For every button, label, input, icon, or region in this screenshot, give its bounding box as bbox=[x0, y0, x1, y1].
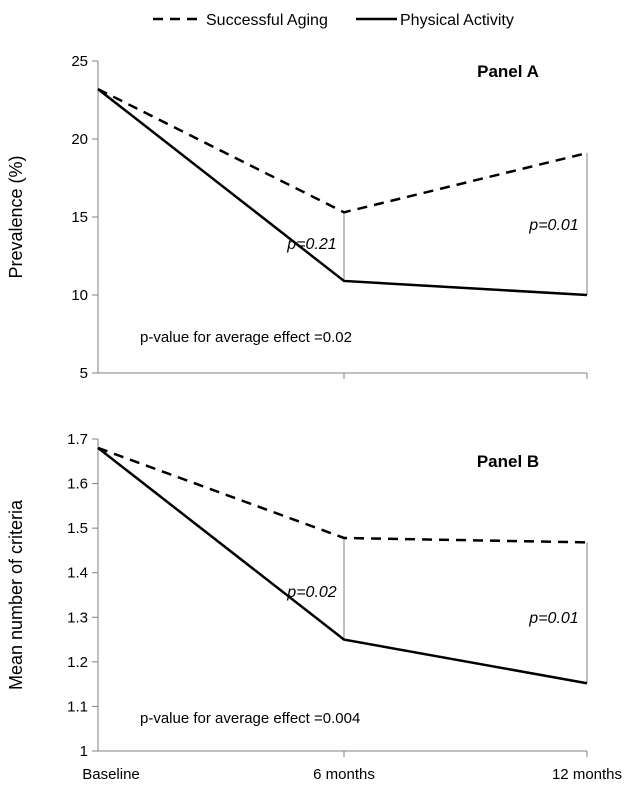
panel-b-y-tick-label-1: 1.1 bbox=[67, 698, 88, 715]
panel-b-series-physical-activity bbox=[97, 446, 588, 685]
panel-b-y-tick-label-7: 1.7 bbox=[67, 431, 88, 448]
panel-b-y-tick-label-4: 1.4 bbox=[67, 565, 88, 582]
panel-a-series-physical-activity bbox=[97, 88, 588, 297]
panel-b-y-tick-label-0: 1 bbox=[80, 743, 88, 760]
panel-a-y-tick-label-2: 15 bbox=[71, 209, 88, 226]
x-tick-label-2: 12 months bbox=[552, 766, 622, 783]
legend-label-1: Physical Activity bbox=[400, 12, 514, 29]
panel-b-pvalue-label-0: p=0.02 bbox=[286, 584, 336, 601]
panel-b-y-axis-label: Mean number of criteria bbox=[6, 499, 26, 690]
panel-a-average-effect-note: p-value for average effect =0.02 bbox=[140, 329, 352, 346]
panel-a-title: Panel A bbox=[477, 62, 539, 81]
panel-a-pvalue-label-1: p=0.01 bbox=[528, 217, 578, 234]
panel-a-y-axis-label: Prevalence (%) bbox=[6, 155, 26, 278]
panel-b-title: Panel B bbox=[477, 452, 539, 471]
panel-b-y-tick-label-3: 1.3 bbox=[67, 609, 88, 626]
legend-label-0: Successful Aging bbox=[206, 12, 328, 29]
panel-b-y-tick-label-6: 1.6 bbox=[67, 476, 88, 493]
panel-a-y-tick-label-0: 5 bbox=[80, 365, 88, 382]
panel-b-series-successful-aging bbox=[97, 446, 588, 544]
x-tick-label-0: Baseline bbox=[82, 766, 140, 783]
x-tick-label-1: 6 months bbox=[313, 766, 375, 783]
panel-a-y-tick-label-4: 25 bbox=[71, 53, 88, 70]
panel-a-pvalue-label-0: p=0.21 bbox=[286, 236, 336, 253]
panel-b-average-effect-note: p-value for average effect =0.004 bbox=[140, 710, 360, 727]
panel-a-y-tick-label-1: 10 bbox=[71, 287, 88, 304]
panel-a-series-successful-aging bbox=[97, 87, 588, 214]
panel-b-y-tick-label-5: 1.5 bbox=[67, 520, 88, 537]
panel-b-y-tick-label-2: 1.2 bbox=[67, 654, 88, 671]
panel-b-pvalue-label-1: p=0.01 bbox=[528, 610, 578, 627]
panel-a-y-tick-label-3: 20 bbox=[71, 131, 88, 148]
